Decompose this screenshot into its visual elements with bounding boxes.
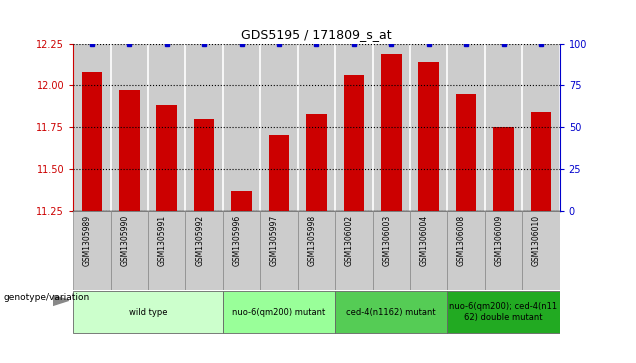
Text: GSM1305991: GSM1305991 [158,215,167,266]
Bar [335,291,447,333]
Bar [186,44,223,211]
Text: nuo-6(qm200); ced-4(n11
62) double mutant: nuo-6(qm200); ced-4(n11 62) double mutan… [450,302,558,322]
Bar [298,44,335,211]
Text: GSM1306003: GSM1306003 [382,215,391,266]
Bar [186,211,223,290]
Text: genotype/variation: genotype/variation [3,293,90,302]
Bar [156,105,177,211]
Bar [73,211,111,290]
Bar [494,127,514,211]
Bar [148,211,186,290]
Bar [194,119,214,211]
Bar [81,72,102,211]
Bar [298,211,335,290]
Bar [485,44,522,211]
Bar [335,44,373,211]
Bar [381,54,401,211]
Bar [522,44,560,211]
Bar [260,44,298,211]
Bar [456,94,476,211]
Bar [447,44,485,211]
Text: GSM1306009: GSM1306009 [495,215,504,266]
Bar [447,211,485,290]
Text: GSM1305992: GSM1305992 [195,215,204,266]
Bar [373,211,410,290]
Bar [232,191,252,211]
Text: GSM1306004: GSM1306004 [420,215,429,266]
Bar [410,44,447,211]
Bar [111,44,148,211]
Bar [73,291,223,333]
Bar [373,44,410,211]
Polygon shape [53,295,69,306]
Bar [111,211,148,290]
Bar [119,90,139,211]
Bar [223,44,260,211]
Bar [306,114,327,211]
Text: GSM1306002: GSM1306002 [345,215,354,266]
Bar [223,291,335,333]
Bar [447,291,560,333]
Text: GSM1305997: GSM1305997 [270,215,279,266]
Bar [485,211,522,290]
Bar [223,211,260,290]
Bar [530,112,551,211]
Bar [73,44,111,211]
Text: GSM1306010: GSM1306010 [532,215,541,266]
Bar [268,135,289,211]
Text: GSM1305996: GSM1305996 [233,215,242,266]
Bar [418,62,439,211]
Bar [148,44,186,211]
Title: GDS5195 / 171809_s_at: GDS5195 / 171809_s_at [241,28,392,41]
Text: nuo-6(qm200) mutant: nuo-6(qm200) mutant [232,308,326,317]
Bar [260,211,298,290]
Bar [335,211,373,290]
Text: GSM1305989: GSM1305989 [83,215,92,266]
Text: GSM1305998: GSM1305998 [307,215,317,266]
Text: GSM1306008: GSM1306008 [457,215,466,266]
Text: wild type: wild type [128,308,167,317]
Bar [343,75,364,211]
Bar [522,211,560,290]
Bar [410,211,447,290]
Text: ced-4(n1162) mutant: ced-4(n1162) mutant [347,308,436,317]
Text: GSM1305990: GSM1305990 [120,215,129,266]
